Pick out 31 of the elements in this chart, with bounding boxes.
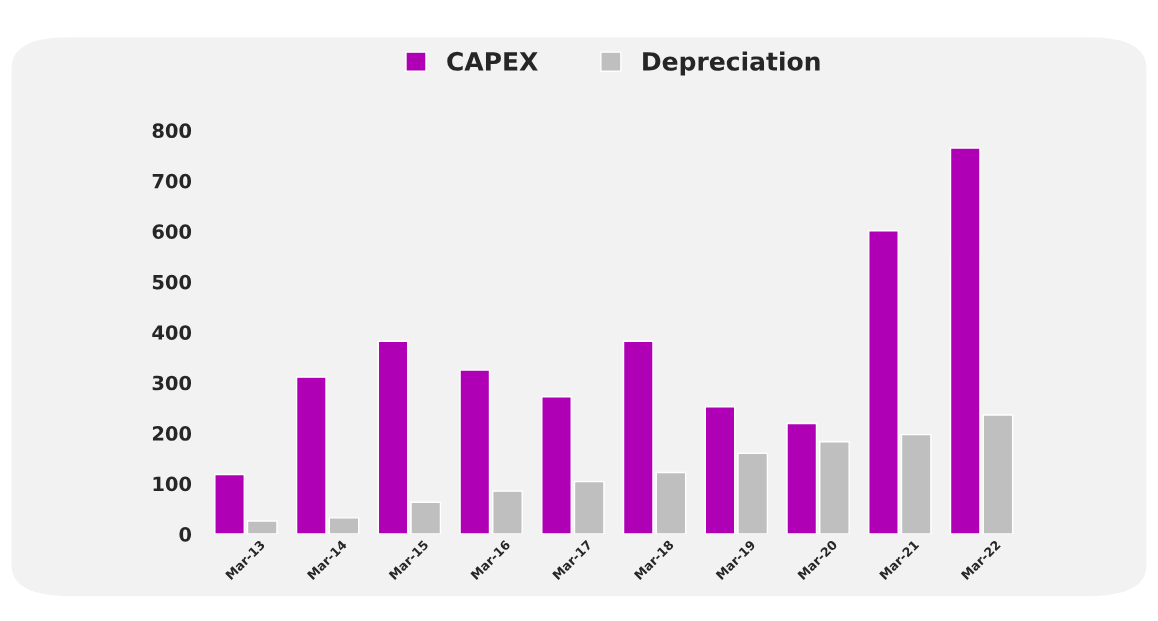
y-tick-label: 500 xyxy=(152,274,192,290)
bar xyxy=(573,480,605,535)
y-tick-label: 600 xyxy=(152,224,192,239)
bar xyxy=(868,230,899,535)
bar xyxy=(982,414,1014,535)
y-tick-label: 100 xyxy=(153,476,192,492)
bar xyxy=(459,369,491,535)
bar xyxy=(328,517,360,535)
bar xyxy=(541,396,572,535)
bar xyxy=(737,452,769,535)
y-tick-label: 400 xyxy=(152,325,192,340)
y-tick-label: 700 xyxy=(152,173,192,189)
bar xyxy=(214,473,245,535)
bar xyxy=(786,422,818,535)
bar xyxy=(377,340,409,535)
y-tick-label: 0 xyxy=(179,527,192,542)
bar xyxy=(949,147,981,535)
bar xyxy=(410,501,442,535)
legend-label: Depreciation xyxy=(643,51,820,76)
bar xyxy=(492,490,523,535)
bar xyxy=(246,520,278,535)
bar xyxy=(655,471,687,535)
legend-label: CAPEX xyxy=(447,51,538,71)
y-tick-label: 200 xyxy=(152,426,192,441)
bar xyxy=(819,441,850,535)
bar xyxy=(704,406,736,535)
y-tick-label: 800 xyxy=(152,123,192,139)
y-tick-label: 300 xyxy=(152,375,192,391)
bar xyxy=(900,433,932,535)
bar xyxy=(622,340,654,535)
bar xyxy=(295,376,327,535)
